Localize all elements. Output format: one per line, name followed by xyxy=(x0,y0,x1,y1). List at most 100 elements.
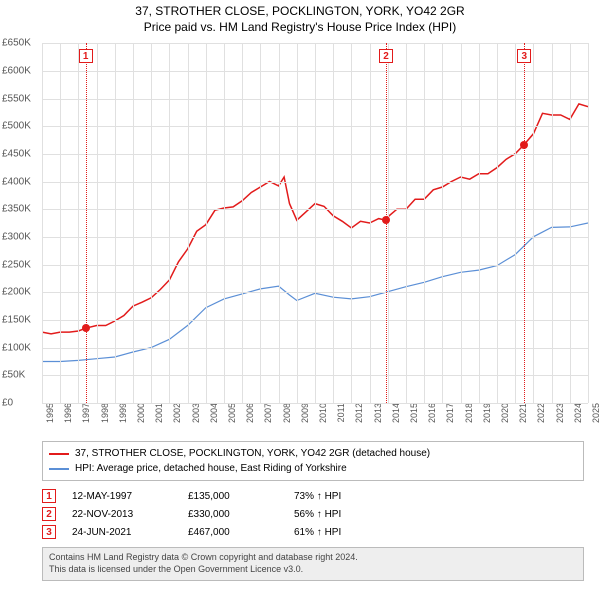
transaction-date: 24-JUN-2021 xyxy=(72,527,172,538)
x-tick-label: 2010 xyxy=(318,403,328,423)
title-line-2: Price paid vs. HM Land Registry's House … xyxy=(0,20,600,36)
x-tick-label: 2007 xyxy=(263,403,273,423)
gridline-v xyxy=(315,43,316,403)
gridline-v xyxy=(406,43,407,403)
chart-container: 37, STROTHER CLOSE, POCKLINGTON, YORK, Y… xyxy=(0,0,600,590)
y-tick-label: £450K xyxy=(2,148,31,159)
gridline-v xyxy=(151,43,152,403)
x-tick-label: 2013 xyxy=(373,403,383,423)
transaction-marker-box: 3 xyxy=(42,525,56,539)
gridline-v xyxy=(279,43,280,403)
gridline-v xyxy=(570,43,571,403)
x-tick-label: 1997 xyxy=(81,403,91,423)
gridline-v xyxy=(479,43,480,403)
gridline-v xyxy=(188,43,189,403)
gridline-v xyxy=(497,43,498,403)
x-tick-label: 2008 xyxy=(282,403,292,423)
transaction-pct: 61% ↑ HPI xyxy=(294,527,341,538)
transaction-row: 222-NOV-2013£330,00056% ↑ HPI xyxy=(42,505,584,523)
gridline-v xyxy=(515,43,516,403)
gridline-v xyxy=(424,43,425,403)
x-tick-label: 2016 xyxy=(427,403,437,423)
marker-box: 1 xyxy=(79,49,93,63)
y-tick-label: £300K xyxy=(2,232,31,243)
chart-title: 37, STROTHER CLOSE, POCKLINGTON, YORK, Y… xyxy=(0,0,600,35)
marker-dot xyxy=(520,141,528,149)
gridline-v xyxy=(206,43,207,403)
y-tick-label: £600K xyxy=(2,65,31,76)
x-tick-label: 2001 xyxy=(154,403,164,423)
footer-attribution: Contains HM Land Registry data © Crown c… xyxy=(42,547,584,580)
y-tick-label: £350K xyxy=(2,204,31,215)
y-tick-label: £200K xyxy=(2,287,31,298)
x-tick-label: 2012 xyxy=(354,403,364,423)
x-tick-label: 2006 xyxy=(245,403,255,423)
marker-box: 3 xyxy=(517,49,531,63)
gridline-v xyxy=(60,43,61,403)
x-tick-label: 2019 xyxy=(482,403,492,423)
gridline-v xyxy=(78,43,79,403)
marker-box: 2 xyxy=(379,49,393,63)
x-tick-label: 2022 xyxy=(536,403,546,423)
transaction-price: £467,000 xyxy=(188,527,278,538)
gridline-v xyxy=(242,43,243,403)
gridline-v xyxy=(115,43,116,403)
y-tick-label: £250K xyxy=(2,259,31,270)
gridline-v xyxy=(297,43,298,403)
legend-item: HPI: Average price, detached house, East… xyxy=(49,461,577,476)
x-tick-label: 2000 xyxy=(136,403,146,423)
gridline-v xyxy=(552,43,553,403)
footer-line-2: This data is licensed under the Open Gov… xyxy=(49,564,577,576)
gridline-v xyxy=(461,43,462,403)
legend: 37, STROTHER CLOSE, POCKLINGTON, YORK, Y… xyxy=(42,441,584,481)
marker-dot xyxy=(82,324,90,332)
x-tick-label: 2017 xyxy=(445,403,455,423)
gridline-v xyxy=(442,43,443,403)
gridline-v xyxy=(351,43,352,403)
gridline-v xyxy=(169,43,170,403)
transaction-marker-box: 1 xyxy=(42,489,56,503)
x-tick-label: 2024 xyxy=(573,403,583,423)
x-tick-label: 2015 xyxy=(409,403,419,423)
legend-swatch xyxy=(49,453,69,455)
x-tick-label: 2005 xyxy=(227,403,237,423)
x-tick-label: 1998 xyxy=(100,403,110,423)
x-tick-label: 2011 xyxy=(336,403,346,422)
gridline-v xyxy=(588,43,589,403)
legend-label: HPI: Average price, detached house, East… xyxy=(75,461,347,476)
x-tick-label: 2003 xyxy=(191,403,201,423)
transaction-pct: 56% ↑ HPI xyxy=(294,509,341,520)
title-line-1: 37, STROTHER CLOSE, POCKLINGTON, YORK, Y… xyxy=(0,4,600,20)
x-tick-label: 2018 xyxy=(464,403,474,423)
x-tick-label: 2014 xyxy=(391,403,401,423)
transaction-marker-box: 2 xyxy=(42,507,56,521)
transactions-table: 112-MAY-1997£135,00073% ↑ HPI222-NOV-201… xyxy=(42,487,584,541)
x-axis: 1995199619971998199920002001200220032004… xyxy=(42,403,588,435)
x-tick-label: 2021 xyxy=(518,403,528,423)
marker-vline xyxy=(86,43,87,403)
legend-swatch xyxy=(49,468,69,470)
gridline-v xyxy=(370,43,371,403)
legend-item: 37, STROTHER CLOSE, POCKLINGTON, YORK, Y… xyxy=(49,446,577,461)
marker-vline xyxy=(524,43,525,403)
transaction-date: 12-MAY-1997 xyxy=(72,491,172,502)
legend-label: 37, STROTHER CLOSE, POCKLINGTON, YORK, Y… xyxy=(75,446,430,461)
transaction-row: 3 24-JUN-2021 £467,000 61% ↑ HPI xyxy=(42,523,584,541)
y-tick-label: £650K xyxy=(2,38,31,49)
gridline-v xyxy=(533,43,534,403)
gridline-h xyxy=(42,403,588,404)
y-tick-label: £150K xyxy=(2,315,31,326)
y-tick-label: £50K xyxy=(2,370,25,381)
y-tick-label: £400K xyxy=(2,176,31,187)
x-tick-label: 2023 xyxy=(555,403,565,423)
marker-dot xyxy=(382,216,390,224)
footer-line-1: Contains HM Land Registry data © Crown c… xyxy=(49,552,577,564)
x-tick-label: 1996 xyxy=(63,403,73,423)
transaction-pct: 73% ↑ HPI xyxy=(294,491,341,502)
x-tick-label: 2025 xyxy=(591,403,600,423)
x-tick-label: 1999 xyxy=(118,403,128,423)
gridline-v xyxy=(260,43,261,403)
chart-plot-area: 1995199619971998199920002001200220032004… xyxy=(0,35,600,435)
y-tick-label: £500K xyxy=(2,121,31,132)
transaction-date: 22-NOV-2013 xyxy=(72,509,172,520)
